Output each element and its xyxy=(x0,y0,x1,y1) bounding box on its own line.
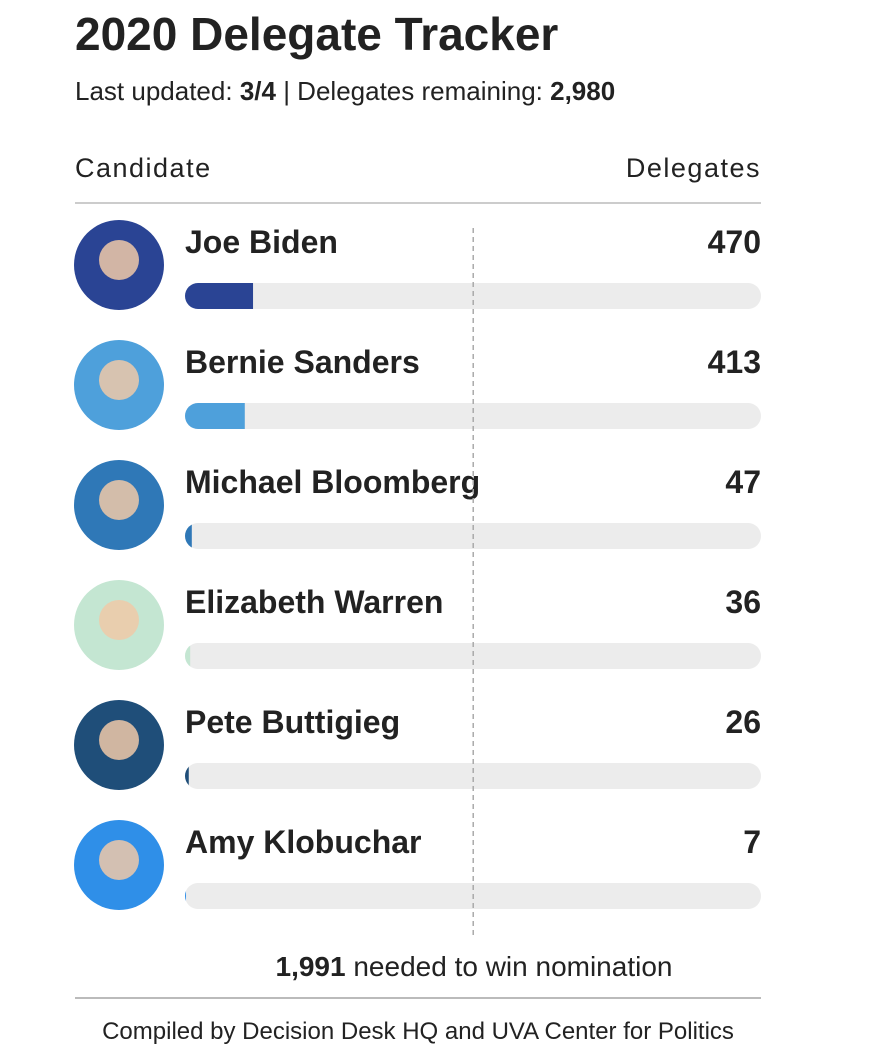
subtitle: Last updated: 3/4 | Delegates remaining:… xyxy=(75,76,615,106)
bar-track xyxy=(185,403,761,429)
column-header: Candidate xyxy=(75,153,212,183)
subtitle-label: Last updated: xyxy=(75,76,233,106)
candidate-name: Joe Biden xyxy=(185,224,338,260)
photo-face xyxy=(99,480,139,520)
delegate-count: 47 xyxy=(725,464,761,500)
delegate-count: 413 xyxy=(708,344,761,380)
photo-face xyxy=(99,360,139,400)
delegate-count: 7 xyxy=(743,824,761,860)
candidate-name: Amy Klobuchar xyxy=(185,824,421,860)
delegate-count: 36 xyxy=(725,584,761,620)
photo-face xyxy=(99,720,139,760)
bar xyxy=(185,403,245,429)
delegate-count: 470 xyxy=(708,224,761,260)
bar xyxy=(185,883,187,909)
source: Compiled by Decision Desk HQ and UVA Cen… xyxy=(102,1018,734,1045)
candidate-name: Bernie Sanders xyxy=(185,344,420,380)
updated-date: 3/4 xyxy=(240,76,277,106)
candidate-name: Elizabeth Warren xyxy=(185,584,443,620)
subtitle-label: | Delegates remaining: xyxy=(283,76,543,106)
photo-face xyxy=(99,840,139,880)
bar xyxy=(185,283,254,309)
column-header: Delegates xyxy=(626,153,761,183)
delegate-count: 26 xyxy=(725,704,761,740)
bar xyxy=(185,643,191,669)
bar xyxy=(185,523,192,549)
photo-face xyxy=(99,600,139,640)
bar-track xyxy=(185,763,761,789)
bar xyxy=(185,763,189,789)
candidate-name: Pete Buttigieg xyxy=(185,704,400,740)
threshold-text: needed to win nomination xyxy=(353,951,672,982)
remaining-count: 2,980 xyxy=(550,76,615,106)
photo-face xyxy=(99,240,139,280)
chart-title: 2020 Delegate Tracker xyxy=(75,8,558,60)
candidate-name: Michael Bloomberg xyxy=(185,464,480,500)
threshold-note: 1,991 needed to win nomination xyxy=(276,951,673,982)
threshold-label: 1,991 xyxy=(276,951,346,982)
